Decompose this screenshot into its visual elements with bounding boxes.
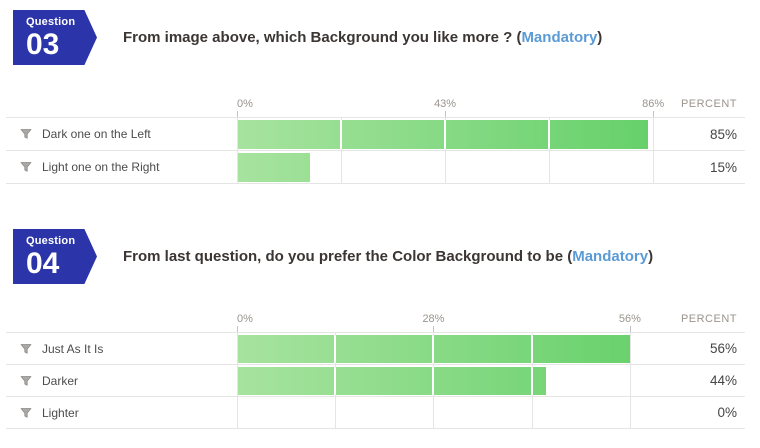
axis-tick-mark	[629, 326, 631, 332]
percent-column-header: PERCENT	[680, 98, 737, 110]
badge-number: 04	[26, 247, 60, 280]
axis-tick-label: 28%	[422, 313, 445, 325]
axis-tick-mark	[237, 111, 238, 117]
result-bar	[238, 153, 310, 182]
answer-row: Just As It Is 56%	[6, 333, 745, 365]
axis-tick-label: 86%	[642, 98, 665, 110]
filter-funnel-icon[interactable]	[20, 161, 32, 173]
filter-funnel-icon[interactable]	[20, 128, 32, 140]
chart-axis-row: 0% 43% 86% PERCENT	[6, 93, 745, 117]
filter-funnel-icon[interactable]	[20, 407, 32, 419]
question-header-03: Question 03 From image above, which Back…	[13, 10, 760, 65]
question-title-text: From image above, which Background you l…	[123, 29, 513, 46]
question-title: From image above, which Background you l…	[123, 29, 602, 46]
bar-segment-separator	[530, 335, 533, 363]
paren-close: )	[648, 248, 654, 265]
answer-label-cell: Lighter	[6, 397, 237, 428]
vertical-gridline	[653, 118, 655, 184]
question-title-text: From last question, do you prefer the Co…	[123, 248, 564, 265]
badge-word: Question	[26, 16, 76, 28]
axis-tick-mark	[653, 111, 655, 117]
paren-open: (	[516, 29, 522, 46]
answer-label: Light one on the Right	[42, 160, 160, 174]
paren-close: )	[597, 29, 603, 46]
mandatory-label: Mandatory	[521, 29, 598, 46]
bar-segment-separator	[340, 120, 343, 149]
question-badge: Question 04	[13, 229, 97, 284]
answer-label-cell: Light one on the Right	[6, 151, 237, 183]
chart-rows: Just As It Is 56% Darker 44% Lighter 0%	[6, 332, 745, 429]
answer-row: Dark one on the Left 85%	[6, 118, 745, 151]
percent-column-header: PERCENT	[680, 313, 737, 325]
bar-segment-separator	[444, 120, 447, 149]
axis-tick-mark	[445, 111, 447, 117]
percent-value: 56%	[709, 341, 737, 356]
vertical-gridline	[237, 118, 238, 184]
vertical-gridline	[341, 118, 343, 184]
axis-tick-mark	[237, 326, 238, 332]
vertical-gridline	[445, 118, 447, 184]
answer-label: Lighter	[42, 405, 79, 420]
result-bar-fill	[238, 120, 649, 149]
result-bar	[238, 335, 630, 363]
result-bar-fill	[238, 153, 310, 182]
axis-tick-label: 56%	[618, 313, 641, 325]
question-badge: Question 03	[13, 10, 97, 65]
paren-open: (	[567, 248, 573, 265]
bar-segment-separator	[432, 367, 435, 395]
question-header-04: Question 04 From last question, do you p…	[13, 229, 760, 284]
answer-label-cell: Darker	[6, 365, 237, 396]
result-bar-fill	[238, 367, 546, 395]
answer-label-cell: Just As It Is	[6, 333, 237, 364]
bar-segment-separator	[334, 335, 337, 363]
vertical-gridline	[549, 118, 551, 184]
percent-value: 15%	[709, 159, 737, 175]
answer-row: Lighter 0%	[6, 397, 745, 429]
axis-tick-label: 0%	[237, 313, 253, 325]
filter-funnel-icon[interactable]	[20, 343, 32, 355]
filter-funnel-icon[interactable]	[20, 375, 32, 387]
bar-segment-separator	[432, 335, 435, 363]
answer-label: Darker	[42, 373, 79, 388]
answer-label-cell: Dark one on the Left	[6, 118, 237, 150]
percent-value: 0%	[717, 405, 737, 420]
result-bar	[238, 367, 546, 395]
axis-tick-label: 0%	[237, 98, 253, 110]
mandatory-label: Mandatory	[572, 248, 649, 265]
answer-row: Darker 44%	[6, 365, 745, 397]
chart-axis-row: 0% 28% 56% PERCENT	[6, 308, 745, 332]
percent-value: 44%	[709, 373, 737, 388]
question-04-chart: 0% 28% 56% PERCENT Just As It Is 56% Darker 44%…	[6, 308, 745, 429]
bar-segment-separator	[334, 367, 337, 395]
percent-value: 85%	[709, 126, 737, 142]
bar-segment-separator	[548, 120, 551, 149]
vertical-gridline	[237, 333, 238, 429]
badge-number: 03	[26, 28, 60, 61]
badge-word: Question	[26, 235, 76, 247]
answer-label: Just As It Is	[42, 341, 104, 356]
axis-tick-mark	[433, 326, 435, 332]
question-03-chart: 0% 43% 86% PERCENT Dark one on the Left 85% Li…	[6, 93, 745, 184]
question-title: From last question, do you prefer the Co…	[123, 248, 653, 265]
result-bar	[238, 120, 649, 149]
answer-row: Light one on the Right 15%	[6, 151, 745, 184]
axis-tick-label: 43%	[434, 98, 457, 110]
chart-rows: Dark one on the Left 85% Light one on the …	[6, 117, 745, 184]
bar-segment-separator	[530, 367, 533, 395]
vertical-gridline	[629, 333, 631, 429]
answer-label: Dark one on the Left	[42, 127, 151, 141]
